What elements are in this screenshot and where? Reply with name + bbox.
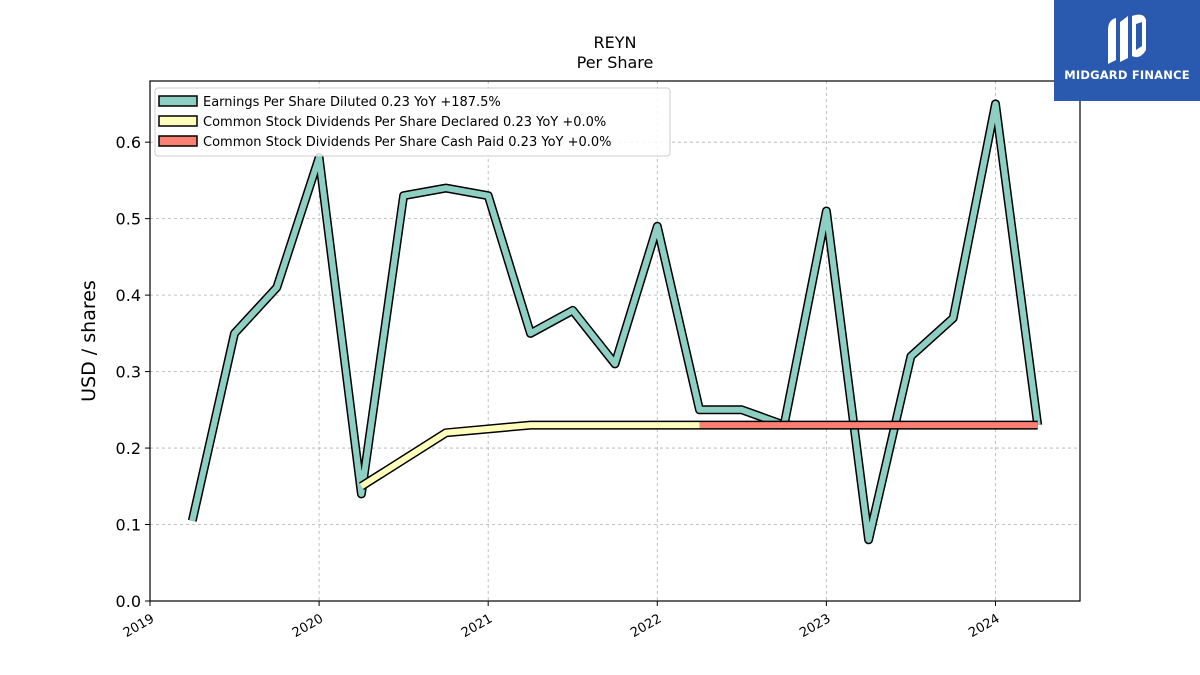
x-axis: 2019 2020 2021 2022 2023 2024 [121, 601, 1002, 641]
legend-label-2: Common Stock Dividends Per Share Declare… [203, 115, 606, 130]
logo-mark-icon [1108, 14, 1146, 64]
y-tick-label: 0.6 [116, 133, 141, 152]
y-tick-label: 0.1 [116, 516, 141, 535]
legend-swatch-2 [158, 115, 198, 127]
legend-label-3: Common Stock Dividends Per Share Cash Pa… [203, 135, 612, 150]
legend: Earnings Per Share Diluted 0.23 YoY +187… [154, 87, 671, 157]
legend-label-1: Earnings Per Share Diluted 0.23 YoY +187… [203, 95, 501, 110]
x-tick-label: 2022 [628, 611, 664, 641]
series-layer [187, 99, 1043, 545]
y-tick-label: 0.2 [116, 439, 141, 458]
midgard-finance-logo: MIDGARD FINANCE [1054, 0, 1200, 101]
y-tick-label: 0.4 [116, 286, 141, 305]
chart-subtitle: Per Share [577, 53, 654, 72]
grid [149, 81, 1080, 601]
x-tick-label: 2023 [797, 611, 833, 641]
y-axis: 0.0 0.1 0.2 0.3 0.4 0.5 0.6 [116, 133, 150, 611]
x-tick-label: 2021 [459, 611, 495, 641]
x-tick-label: 2020 [290, 611, 326, 641]
chart-title: REYN [594, 33, 637, 52]
legend-swatch-3 [158, 135, 198, 147]
y-tick-label: 0.3 [116, 363, 141, 382]
legend-swatch-1 [158, 95, 198, 107]
y-tick-label: 0.5 [116, 210, 141, 229]
series-2-line [359, 422, 700, 489]
legend-box [154, 87, 671, 157]
x-tick-label: 2019 [121, 611, 157, 641]
logo-text: MIDGARD FINANCE [1064, 68, 1190, 82]
y-tick-label: 0.0 [116, 592, 141, 611]
x-tick-label: 2024 [966, 611, 1002, 641]
series-1-line [189, 100, 1041, 543]
y-axis-label: USD / shares [78, 280, 100, 402]
plot-frame [149, 80, 1081, 602]
